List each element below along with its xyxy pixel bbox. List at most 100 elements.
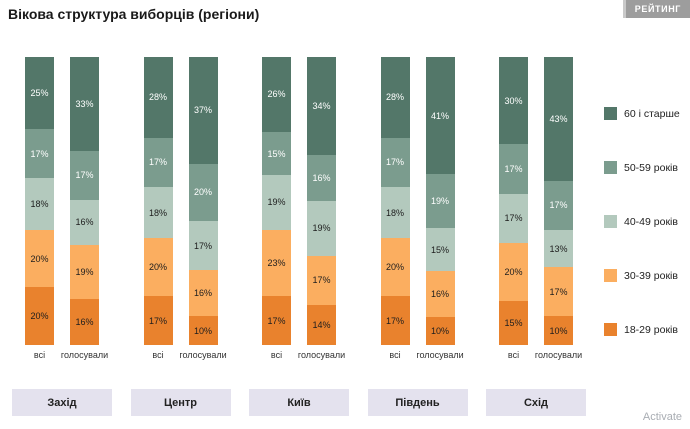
bars-row: 15% 20% 17% 17% 30% всі 10% 17% 13% 17% 43% голосув… (499, 57, 582, 360)
bar-segment-50-59: 15% (262, 131, 291, 176)
chart-area: 20% 20% 18% 17% 25% всі 16% 19% 16% 17% 33% голосув… (10, 57, 680, 416)
bars-row: 17% 23% 19% 15% 26% всі 14% 17% 19% 16% 34% голосув… (262, 57, 345, 360)
bar-label: всі (270, 350, 283, 360)
stacked-bar: 14% 17% 19% 16% 34% (307, 57, 336, 345)
bar-label: всі (152, 350, 164, 360)
legend-swatch (604, 269, 617, 282)
bar-segment-30-39: 16% (425, 270, 455, 317)
bar-label: голосували (416, 350, 464, 360)
bar-segment-50-59: 17% (70, 151, 99, 200)
bar-segment-30-39: 17% (307, 255, 336, 305)
legend-label: 40-49 років (624, 215, 678, 228)
bar-column: 17% 20% 18% 17% 28% всі (380, 57, 410, 360)
bar-column: 10% 16% 17% 20% 37% голосували (179, 57, 227, 360)
bar-segment-50-59: 17% (499, 144, 528, 194)
stacked-bar: 17% 20% 18% 17% 28% (143, 57, 173, 345)
stacked-bar: 17% 23% 19% 15% 26% (262, 57, 291, 345)
bar-segment-40-49: 18% (380, 186, 410, 239)
region-label-1: Захід (12, 389, 112, 416)
bar-segment-60: 30% (499, 57, 528, 145)
bar-segment-40-49: 18% (143, 186, 173, 239)
bar-segment-50-59: 17% (143, 137, 173, 187)
region-label-4: Південь (367, 389, 468, 416)
bar-column: 16% 19% 16% 17% 33% голосували (61, 57, 108, 360)
stacked-bar: 16% 19% 16% 17% 33% (70, 57, 99, 345)
legend-label: 30-39 років (624, 269, 678, 282)
bars-row: 17% 20% 18% 17% 28% всі 10% 16% 15% 19% 41% голосув… (380, 57, 464, 360)
bar-segment-18-29: 20% (25, 287, 54, 345)
bar-segment-40-49: 18% (25, 177, 54, 230)
legend-swatch (604, 323, 617, 336)
bar-segment-40-49: 13% (544, 229, 573, 268)
bar-segment-30-39: 17% (544, 267, 573, 317)
bar-column: 17% 20% 18% 17% 28% всі (143, 57, 173, 360)
stacked-bar: 15% 20% 17% 17% 30% (499, 57, 528, 345)
legend-item: 50-59 років (604, 161, 680, 174)
bar-segment-60: 41% (425, 57, 455, 174)
bar-segment-60: 26% (262, 57, 291, 132)
bar-label: всі (389, 350, 401, 360)
bar-label: всі (507, 350, 520, 360)
bar-segment-50-59: 17% (380, 137, 410, 187)
bar-segment-50-59: 20% (188, 163, 218, 222)
chart-legend: 60 і старше 50-59 років 40-49 років 30-39 р… (604, 57, 680, 336)
bar-segment-50-59: 17% (25, 129, 54, 178)
chart-groups: 20% 20% 18% 17% 25% всі 16% 19% 16% 17% 33% голосув… (10, 57, 588, 416)
bar-segment-60: 33% (70, 57, 99, 152)
legend-label: 18-29 років (624, 323, 678, 336)
legend-swatch (604, 107, 617, 120)
bar-column: 10% 16% 15% 19% 41% голосували (416, 57, 464, 360)
bar-label: голосували (297, 350, 346, 360)
bar-label: голосували (179, 350, 227, 360)
legend-item: 18-29 років (604, 323, 680, 336)
stacked-bar: 10% 16% 17% 20% 37% (188, 57, 218, 345)
bar-segment-40-49: 16% (70, 199, 99, 246)
region-group: 15% 20% 17% 17% 30% всі 10% 17% 13% 17% 43% голосув… (486, 57, 586, 416)
bar-segment-40-49: 19% (262, 175, 291, 230)
stacked-bar: 20% 20% 18% 17% 25% (25, 57, 54, 345)
bar-segment-30-39: 16% (188, 270, 218, 317)
bar-segment-18-29: 10% (544, 316, 573, 345)
bar-segment-18-29: 10% (425, 316, 455, 345)
legend-swatch (604, 215, 617, 228)
bar-segment-60: 34% (307, 57, 336, 155)
bar-segment-18-29: 10% (188, 316, 218, 345)
region-group: 17% 23% 19% 15% 26% всі 14% 17% 19% 16% 34% голосув… (249, 57, 349, 416)
bar-segment-50-59: 16% (307, 154, 336, 202)
region-label-3: Київ (249, 389, 349, 416)
region-group: 17% 20% 18% 17% 28% всі 10% 16% 17% 20% 37% голосув… (130, 57, 231, 416)
region-group: 20% 20% 18% 17% 25% всі 16% 19% 16% 17% 33% голосув… (12, 57, 112, 416)
bar-segment-18-29: 17% (380, 296, 410, 345)
bar-segment-40-49: 17% (188, 221, 218, 271)
region-label-5: Схід (486, 389, 586, 416)
bar-segment-30-39: 23% (262, 229, 291, 297)
bar-segment-60: 25% (25, 57, 54, 130)
bar-column: 20% 20% 18% 17% 25% всі (25, 57, 54, 360)
activate-watermark: Activate (642, 411, 682, 423)
bar-segment-60: 28% (380, 57, 410, 138)
stacked-bar: 17% 20% 18% 17% 28% (380, 57, 410, 345)
bar-segment-18-29: 14% (307, 304, 336, 345)
stacked-bar: 10% 17% 13% 17% 43% (544, 57, 573, 345)
bar-column: 10% 17% 13% 17% 43% голосували (535, 57, 582, 360)
bar-segment-18-29: 16% (70, 299, 99, 345)
legend-item: 40-49 років (604, 215, 680, 228)
bar-label: голосували (534, 350, 583, 360)
bar-segment-30-39: 20% (143, 238, 173, 297)
bar-segment-30-39: 20% (25, 229, 54, 288)
bar-segment-40-49: 19% (307, 201, 336, 256)
bar-segment-50-59: 19% (425, 173, 455, 229)
bar-segment-40-49: 15% (425, 228, 455, 271)
bar-segment-30-39: 20% (499, 243, 528, 302)
bar-segment-30-39: 19% (70, 245, 99, 300)
bar-segment-18-29: 15% (499, 301, 528, 345)
bar-segment-60: 43% (544, 57, 573, 181)
legend-swatch (604, 161, 617, 174)
page-title: Вікова структура виборців (регіони) (8, 6, 260, 22)
legend-item: 60 і старше (604, 107, 680, 120)
region-group: 17% 20% 18% 17% 28% всі 10% 16% 15% 19% 41% голосув… (367, 57, 468, 416)
bar-label: всі (33, 350, 46, 360)
legend-label: 50-59 років (624, 161, 678, 174)
bar-segment-18-29: 17% (262, 296, 291, 345)
